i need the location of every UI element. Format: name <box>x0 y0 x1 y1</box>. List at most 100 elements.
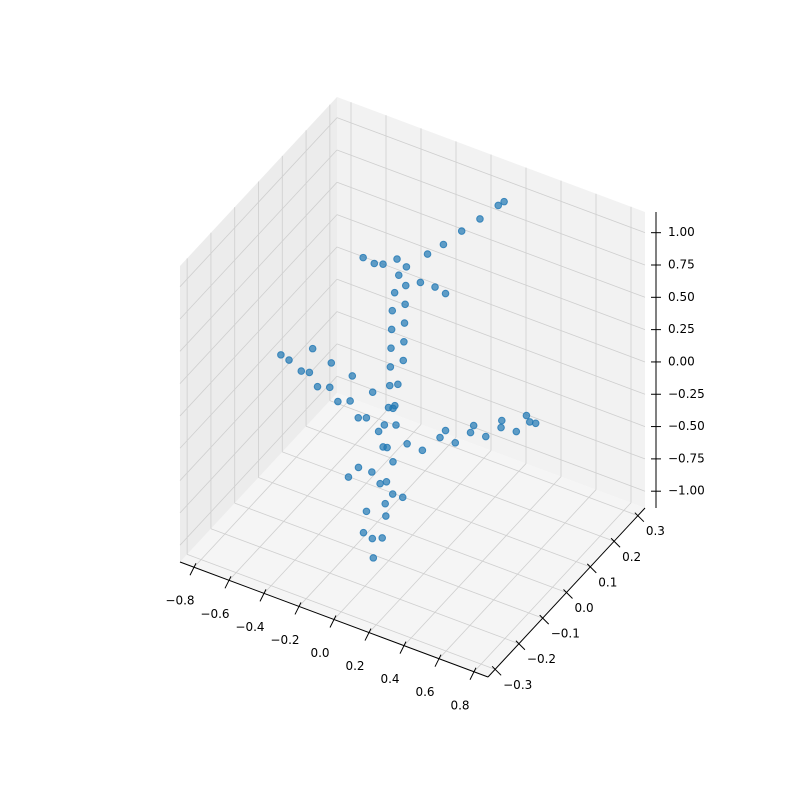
z-tick-label: −0.50 <box>668 419 705 433</box>
x-tick <box>434 654 442 667</box>
point <box>380 421 389 429</box>
x-tick-label: −0.2 <box>270 633 299 647</box>
point <box>382 477 391 486</box>
grid-line <box>179 375 338 546</box>
y-tick <box>634 512 645 523</box>
z-tick-label: 0.50 <box>668 290 695 304</box>
z-tick-label: 0.00 <box>668 354 695 368</box>
point <box>305 368 314 377</box>
point <box>277 351 285 359</box>
grid-line <box>234 502 543 619</box>
point <box>344 473 353 481</box>
grid-line <box>179 149 338 320</box>
point <box>431 283 439 291</box>
grid-line <box>258 477 567 593</box>
point <box>385 381 394 390</box>
y-tick <box>539 614 550 625</box>
point <box>392 421 400 429</box>
x-tick <box>364 628 372 641</box>
grid-line <box>186 553 496 670</box>
point <box>383 443 391 452</box>
point <box>348 372 357 380</box>
point <box>368 388 377 396</box>
y-tick <box>586 563 597 574</box>
point <box>378 534 387 542</box>
point <box>369 554 378 562</box>
point <box>359 528 368 537</box>
point <box>531 419 540 428</box>
grid-line <box>179 246 338 417</box>
point <box>497 423 505 432</box>
point <box>441 426 450 435</box>
grid-line <box>305 425 615 542</box>
grid-line <box>336 278 646 395</box>
x-tick-label: 0.2 <box>345 659 364 673</box>
point <box>416 278 425 287</box>
x-tick-label: 0.8 <box>450 698 469 712</box>
point <box>439 240 448 249</box>
point <box>441 289 450 298</box>
point <box>394 271 403 280</box>
point <box>368 468 376 476</box>
point <box>388 306 397 315</box>
point <box>374 427 383 436</box>
point <box>354 463 363 472</box>
grid-line <box>179 214 338 384</box>
grid-line <box>336 246 646 363</box>
grid-line <box>336 343 646 460</box>
point <box>418 446 427 455</box>
point <box>354 414 363 422</box>
point <box>308 344 317 353</box>
point <box>393 255 401 263</box>
y-tick-label: 0.0 <box>575 601 594 615</box>
point <box>389 404 397 413</box>
z-tick-label: 0.25 <box>668 322 695 336</box>
point <box>362 414 371 422</box>
grid-line <box>210 528 520 645</box>
point <box>390 288 399 297</box>
point <box>494 201 503 210</box>
x-tick <box>399 641 407 654</box>
y-tick <box>515 640 526 651</box>
point <box>381 499 390 508</box>
x-tick-label: −0.6 <box>200 607 229 621</box>
x-tick-label: −0.8 <box>165 594 194 608</box>
grid-line <box>179 278 338 449</box>
point <box>327 359 336 367</box>
y-tick <box>610 537 621 548</box>
y-tick-label: 0.3 <box>646 524 665 538</box>
point <box>401 281 410 290</box>
point <box>313 382 322 391</box>
point <box>399 356 408 365</box>
grid-line <box>336 117 646 234</box>
z-tick-label: −1.00 <box>668 484 705 498</box>
grid-line <box>282 451 591 568</box>
x-tick <box>294 602 302 615</box>
point <box>334 397 342 406</box>
point <box>346 397 354 405</box>
point <box>388 490 397 498</box>
point <box>394 380 402 389</box>
point <box>466 428 475 437</box>
x-tick-label: 0.0 <box>310 646 329 660</box>
point <box>297 367 306 375</box>
point <box>376 479 384 488</box>
point <box>382 512 390 520</box>
grid-line <box>336 181 646 298</box>
point <box>362 507 371 516</box>
z-tick-label: 0.75 <box>668 257 695 271</box>
x-tick <box>259 589 267 602</box>
point <box>389 458 397 466</box>
point <box>402 263 411 271</box>
x-tick-label: −0.4 <box>235 620 264 634</box>
point <box>476 215 484 223</box>
y-tick-label: −0.3 <box>503 678 532 692</box>
point <box>436 433 444 442</box>
point <box>401 300 409 309</box>
x-axis-line <box>179 561 489 678</box>
point <box>379 260 387 268</box>
grid-line <box>336 375 646 492</box>
grid-line <box>179 311 338 481</box>
